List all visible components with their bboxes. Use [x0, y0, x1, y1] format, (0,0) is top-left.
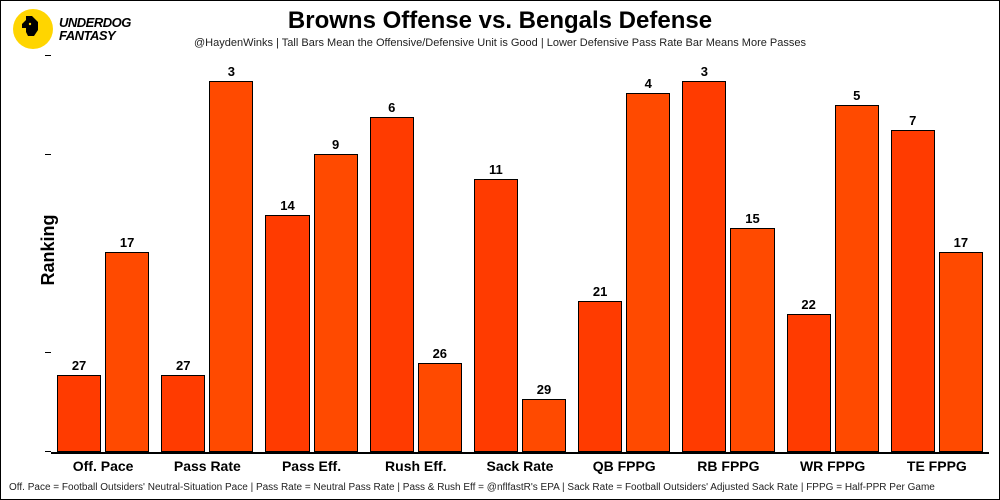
bar: 17	[105, 252, 149, 452]
bar-value-label: 21	[593, 284, 607, 299]
x-axis-label: Rush Eff.	[364, 458, 468, 474]
bar-value-label: 27	[176, 358, 190, 373]
x-axis-label: QB FPPG	[572, 458, 676, 474]
bar: 26	[418, 363, 462, 452]
x-axis-label: TE FPPG	[885, 458, 989, 474]
bar-value-label: 17	[120, 235, 134, 250]
bar: 17	[939, 252, 983, 452]
bar: 3	[682, 81, 726, 452]
bar: 15	[730, 228, 774, 452]
category-group: 1129	[468, 56, 572, 452]
bar-value-label: 11	[489, 162, 503, 177]
bar: 22	[787, 314, 831, 452]
bar: 29	[522, 399, 566, 452]
bar: 27	[57, 375, 101, 452]
bars-area: 27172731496261129214315225717	[51, 56, 989, 452]
bar-value-label: 14	[280, 198, 294, 213]
brand-logo: UNDERDOG FANTASY	[13, 9, 131, 49]
bar: 5	[835, 105, 879, 452]
bar-value-label: 15	[745, 211, 759, 226]
plot-area: 27172731496261129214315225717	[51, 56, 989, 454]
bar-value-label: 17	[954, 235, 968, 250]
x-axis-labels: Off. PacePass RatePass Eff.Rush Eff.Sack…	[51, 458, 989, 474]
category-group: 149	[259, 56, 363, 452]
x-axis-label: Off. Pace	[51, 458, 155, 474]
category-group: 273	[155, 56, 259, 452]
x-axis-label: Pass Rate	[155, 458, 259, 474]
bar-value-label: 27	[72, 358, 86, 373]
y-ticks	[43, 56, 51, 452]
category-group: 315	[676, 56, 780, 452]
bar-value-label: 22	[801, 297, 815, 312]
bar-value-label: 26	[433, 346, 447, 361]
footnote: Off. Pace = Football Outsiders' Neutral-…	[9, 482, 991, 493]
bar-value-label: 9	[332, 137, 339, 152]
dog-icon	[18, 14, 48, 44]
x-axis-label: RB FPPG	[676, 458, 780, 474]
bar-value-label: 5	[853, 88, 860, 103]
category-group: 2717	[51, 56, 155, 452]
chart-container: UNDERDOG FANTASY Browns Offense vs. Beng…	[0, 0, 1000, 500]
brand-line2: FANTASY	[59, 29, 131, 42]
bar: 27	[161, 375, 205, 452]
brand-text: UNDERDOG FANTASY	[59, 16, 131, 42]
bar: 4	[626, 93, 670, 452]
category-group: 717	[885, 56, 989, 452]
category-group: 225	[781, 56, 885, 452]
x-axis-label: Pass Eff.	[259, 458, 363, 474]
chart-title: Browns Offense vs. Bengals Defense	[1, 1, 999, 35]
category-group: 214	[572, 56, 676, 452]
bar: 11	[474, 179, 518, 452]
bar: 21	[578, 301, 622, 452]
bar-value-label: 3	[701, 64, 708, 79]
x-axis-label: WR FPPG	[781, 458, 885, 474]
bar-value-label: 4	[645, 76, 652, 91]
category-group: 626	[364, 56, 468, 452]
logo-badge	[13, 9, 53, 49]
bar-value-label: 6	[388, 100, 395, 115]
bar: 3	[209, 81, 253, 452]
x-axis-label: Sack Rate	[468, 458, 572, 474]
bar-value-label: 29	[537, 382, 551, 397]
bar: 9	[314, 154, 358, 452]
bar: 6	[370, 117, 414, 452]
bar-value-label: 7	[909, 113, 916, 128]
chart-subtitle: @HaydenWinks | Tall Bars Mean the Offens…	[1, 37, 999, 49]
bar: 7	[891, 130, 935, 452]
bar: 14	[265, 215, 309, 452]
bar-value-label: 3	[228, 64, 235, 79]
